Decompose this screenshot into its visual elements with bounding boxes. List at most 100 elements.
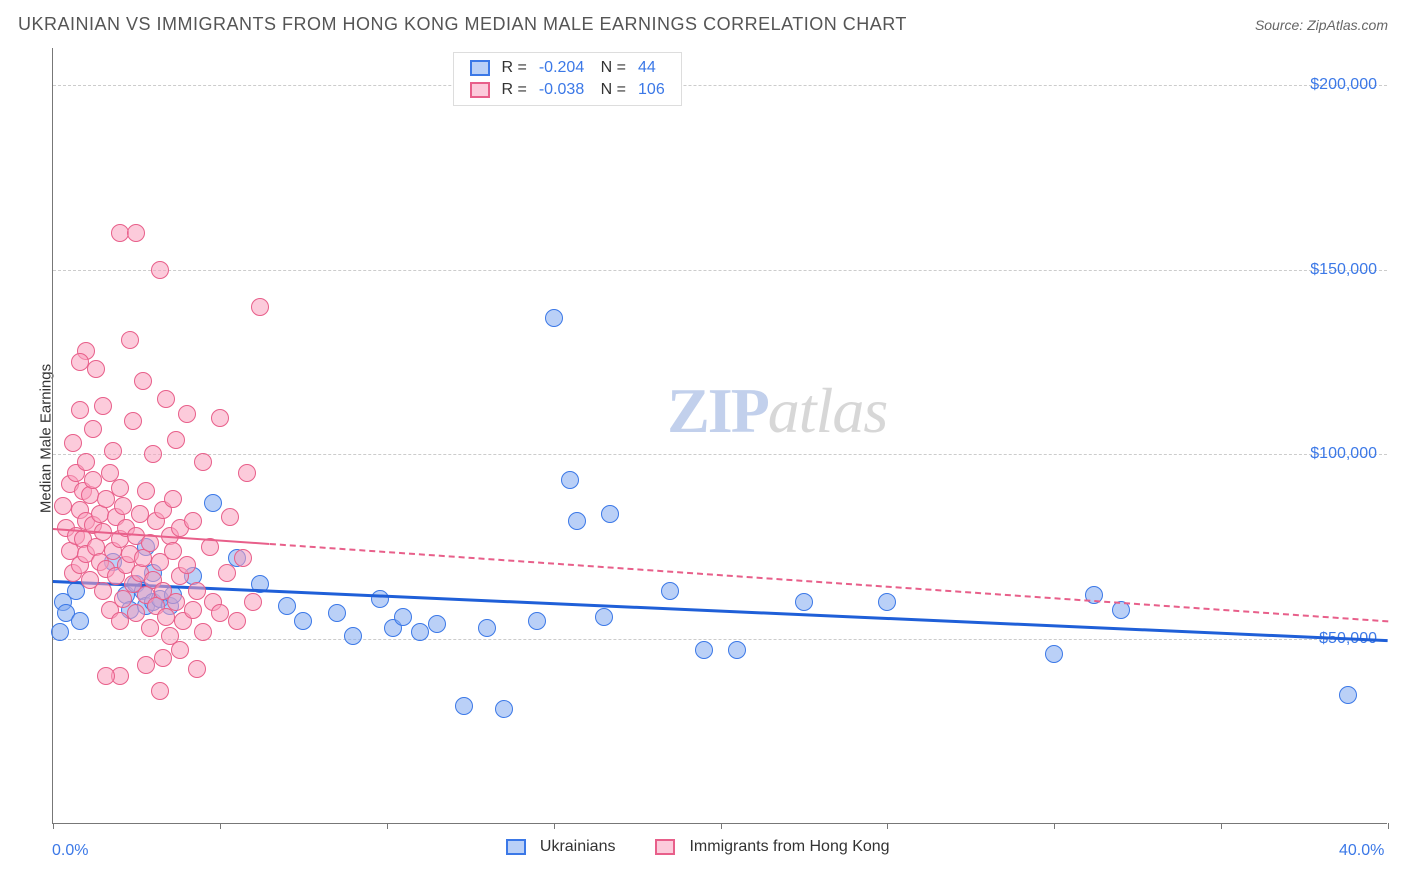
- data-point-hk: [194, 453, 212, 471]
- data-point-hk: [87, 360, 105, 378]
- x-tick: [721, 823, 722, 829]
- data-point-hk: [71, 353, 89, 371]
- data-point-ukr: [568, 512, 586, 530]
- data-point-ukr: [51, 623, 69, 641]
- swatch-hk: [470, 82, 490, 98]
- data-point-ukr: [595, 608, 613, 626]
- trendline-hk: [270, 543, 1388, 622]
- data-point-ukr: [455, 697, 473, 715]
- data-point-hk: [134, 372, 152, 390]
- n-value-hk: 106: [632, 79, 671, 101]
- data-point-ukr: [478, 619, 496, 637]
- series-legend: Ukrainians Immigrants from Hong Kong: [506, 838, 890, 856]
- data-point-ukr: [878, 593, 896, 611]
- data-point-hk: [218, 564, 236, 582]
- data-point-hk: [151, 261, 169, 279]
- x-tick: [554, 823, 555, 829]
- data-point-hk: [111, 224, 129, 242]
- data-point-ukr: [528, 612, 546, 630]
- plot-area: $50,000$100,000$150,000$200,000ZIPatlas: [52, 48, 1387, 824]
- gridline: [53, 454, 1387, 455]
- data-point-hk: [144, 445, 162, 463]
- data-point-hk: [131, 505, 149, 523]
- data-point-ukr: [204, 494, 222, 512]
- x-axis-min-label: 0.0%: [52, 842, 88, 860]
- data-point-hk: [121, 331, 139, 349]
- data-point-hk: [211, 409, 229, 427]
- data-point-hk: [54, 497, 72, 515]
- data-point-hk: [228, 612, 246, 630]
- data-point-hk: [178, 405, 196, 423]
- data-point-ukr: [294, 612, 312, 630]
- data-point-hk: [164, 490, 182, 508]
- data-point-ukr: [495, 700, 513, 718]
- data-point-ukr: [728, 641, 746, 659]
- data-point-ukr: [661, 582, 679, 600]
- data-point-hk: [137, 482, 155, 500]
- x-tick: [1388, 823, 1389, 829]
- data-point-hk: [188, 582, 206, 600]
- data-point-ukr: [71, 612, 89, 630]
- data-point-hk: [167, 431, 185, 449]
- data-point-hk: [111, 479, 129, 497]
- r-value-ukr: -0.204: [533, 57, 590, 79]
- data-point-ukr: [371, 590, 389, 608]
- data-point-ukr: [328, 604, 346, 622]
- data-point-hk: [211, 604, 229, 622]
- y-tick-label: $100,000: [1310, 445, 1377, 463]
- data-point-ukr: [394, 608, 412, 626]
- data-point-hk: [154, 649, 172, 667]
- data-point-hk: [77, 453, 95, 471]
- data-point-hk: [104, 442, 122, 460]
- x-axis-max-label: 40.0%: [1339, 842, 1384, 860]
- data-point-hk: [127, 604, 145, 622]
- y-tick-label: $150,000: [1310, 261, 1377, 279]
- data-point-ukr: [695, 641, 713, 659]
- data-point-hk: [194, 623, 212, 641]
- x-tick: [1054, 823, 1055, 829]
- data-point-hk: [234, 549, 252, 567]
- data-point-hk: [151, 682, 169, 700]
- data-point-hk: [111, 612, 129, 630]
- data-point-hk: [184, 512, 202, 530]
- x-tick: [220, 823, 221, 829]
- data-point-hk: [137, 656, 155, 674]
- data-point-ukr: [1339, 686, 1357, 704]
- data-point-hk: [188, 660, 206, 678]
- gridline: [53, 85, 1387, 86]
- data-point-hk: [127, 224, 145, 242]
- data-point-ukr: [545, 309, 563, 327]
- data-point-ukr: [601, 505, 619, 523]
- gridline: [53, 270, 1387, 271]
- source-attribution: Source: ZipAtlas.com: [1255, 17, 1388, 33]
- swatch-ukr-bottom: [506, 839, 526, 855]
- data-point-hk: [238, 464, 256, 482]
- data-point-hk: [64, 434, 82, 452]
- swatch-ukr: [470, 60, 490, 76]
- x-tick: [1221, 823, 1222, 829]
- legend-row-hk: R = -0.038 N = 106: [464, 79, 671, 101]
- data-point-hk: [84, 420, 102, 438]
- x-tick: [887, 823, 888, 829]
- data-point-ukr: [561, 471, 579, 489]
- chart-header: UKRAINIAN VS IMMIGRANTS FROM HONG KONG M…: [18, 14, 1388, 35]
- legend-label-hk: Immigrants from Hong Kong: [689, 838, 889, 856]
- watermark: ZIPatlas: [667, 374, 887, 448]
- data-point-hk: [178, 556, 196, 574]
- data-point-hk: [244, 593, 262, 611]
- data-point-ukr: [344, 627, 362, 645]
- legend-row-ukr: R = -0.204 N = 44: [464, 57, 671, 79]
- data-point-ukr: [411, 623, 429, 641]
- data-point-hk: [94, 582, 112, 600]
- data-point-hk: [171, 641, 189, 659]
- r-value-hk: -0.038: [533, 79, 590, 101]
- correlation-legend: R = -0.204 N = 44 R = -0.038 N = 106: [453, 52, 682, 106]
- data-point-hk: [94, 397, 112, 415]
- data-point-hk: [71, 401, 89, 419]
- swatch-hk-bottom: [655, 839, 675, 855]
- gridline: [53, 639, 1387, 640]
- data-point-hk: [157, 390, 175, 408]
- data-point-ukr: [1045, 645, 1063, 663]
- data-point-hk: [114, 497, 132, 515]
- x-tick: [53, 823, 54, 829]
